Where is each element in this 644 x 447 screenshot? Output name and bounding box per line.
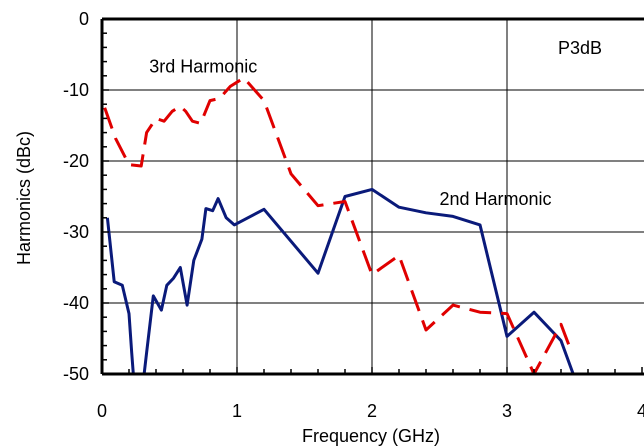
plot-frame bbox=[100, 17, 644, 376]
y-tick-label: -50 bbox=[63, 364, 89, 384]
x-tick-label: 2 bbox=[367, 401, 377, 421]
x-tick-label: 1 bbox=[232, 401, 242, 421]
box-label-p3db: P3dB bbox=[558, 38, 602, 58]
grid bbox=[102, 19, 644, 374]
y-tick-label: -10 bbox=[63, 80, 89, 100]
x-tick-label: 0 bbox=[97, 401, 107, 421]
y-tick-label: -30 bbox=[63, 222, 89, 242]
axis-labels: 0 -10 -20 -30 -40 -50 0 1 2 3 4 bbox=[63, 9, 644, 421]
y-tick-label: -20 bbox=[63, 151, 89, 171]
annotation-3rd-harmonic: 3rd Harmonic bbox=[149, 56, 257, 76]
series-layer bbox=[103, 76, 575, 374]
axis-ticks bbox=[101, 18, 643, 375]
y-tick-label: -40 bbox=[63, 293, 89, 313]
x-tick-label: 3 bbox=[502, 401, 512, 421]
y-axis-title: Harmonics (dBc) bbox=[14, 131, 34, 265]
series-line-3rd-harmonic bbox=[103, 76, 571, 374]
annotation-2nd-harmonic: 2nd Harmonic bbox=[440, 189, 552, 209]
series-line-2nd-harmonic bbox=[105, 187, 575, 374]
y-tick-label: 0 bbox=[79, 9, 89, 29]
x-axis-title: Frequency (GHz) bbox=[302, 426, 440, 446]
x-tick-label: 4 bbox=[637, 401, 644, 421]
